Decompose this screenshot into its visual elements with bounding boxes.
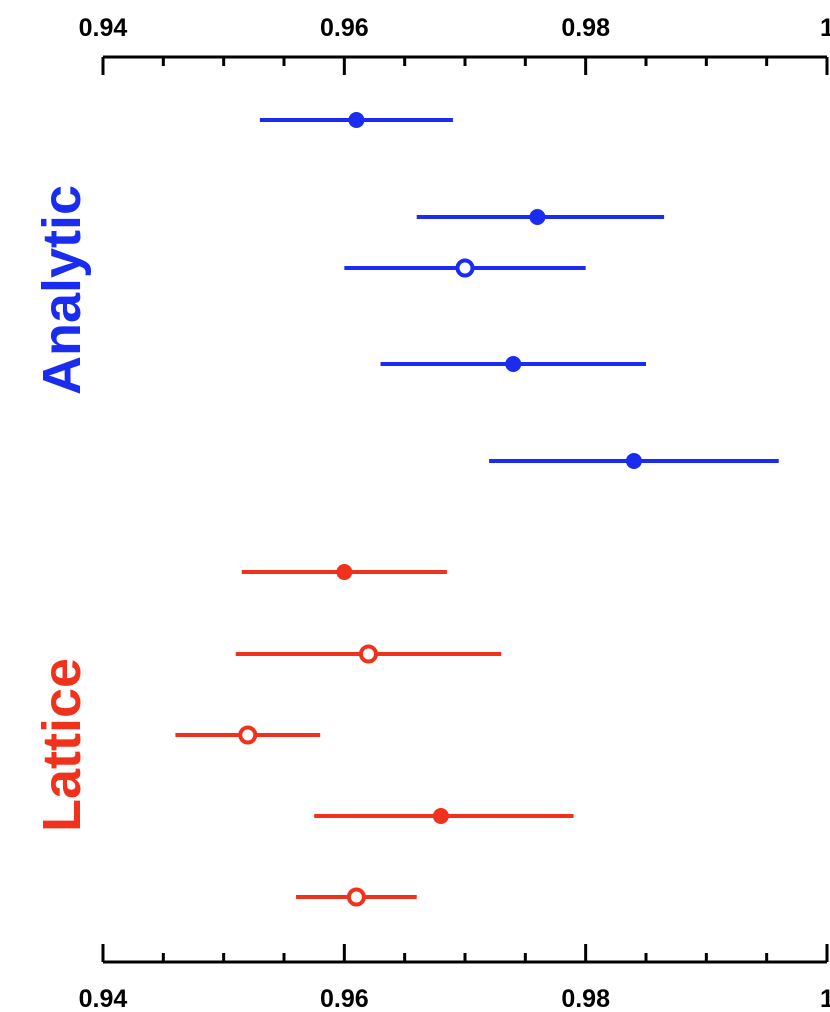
- data-row-analytic: [489, 453, 779, 469]
- data-marks: [175, 112, 779, 907]
- top-axis: 0.94 0.96 0.98 1: [79, 14, 830, 75]
- tick-label: 0.96: [320, 985, 369, 1012]
- data-row-analytic: [416, 209, 665, 225]
- tick-label: 0.98: [561, 985, 610, 1012]
- filled-point: [432, 808, 449, 824]
- filled-point: [505, 356, 522, 372]
- group-label-lattice: Lattice: [32, 658, 92, 832]
- open-point: [346, 887, 366, 907]
- data-row-analytic: [259, 112, 453, 128]
- tick-label: 0.98: [561, 14, 610, 42]
- tick-label: 1: [820, 985, 830, 1012]
- filled-point: [348, 112, 365, 128]
- data-row-analytic: [380, 356, 646, 372]
- data-row-lattice: [235, 644, 502, 664]
- tick-label: 1: [820, 14, 830, 42]
- filled-point: [625, 453, 642, 469]
- filled-point: [529, 209, 546, 225]
- tick-label: 0.94: [79, 14, 128, 42]
- open-point: [238, 725, 258, 745]
- tick-label: 0.94: [79, 985, 128, 1012]
- data-row-lattice: [175, 725, 321, 745]
- open-point: [358, 644, 378, 664]
- data-row-lattice: [241, 564, 447, 580]
- data-row-lattice: [314, 808, 574, 824]
- bottom-axis: 0.94 0.96 0.98 1: [79, 944, 830, 1012]
- tick-label: 0.96: [320, 14, 369, 42]
- data-row-analytic: [344, 258, 586, 278]
- filled-point: [336, 564, 353, 580]
- data-row-lattice: [296, 887, 417, 907]
- open-point: [455, 258, 475, 278]
- group-label-analytic: Analytic: [32, 185, 92, 395]
- group-labels: Analytic Lattice: [32, 185, 92, 832]
